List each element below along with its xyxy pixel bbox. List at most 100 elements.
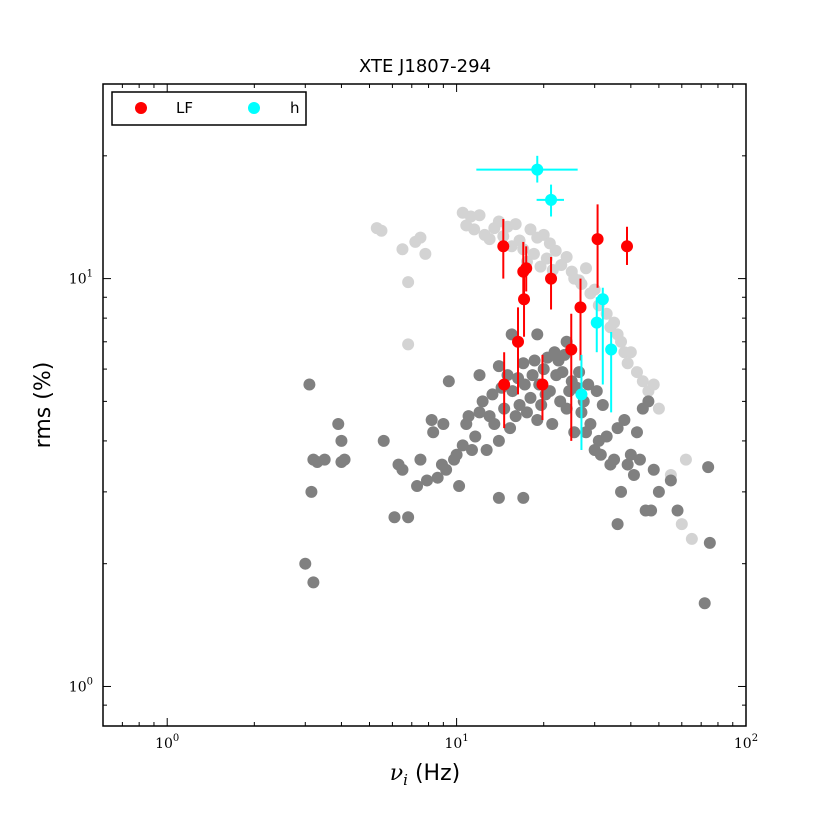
data-point-series-1 — [303, 378, 316, 391]
data-point-series-0 — [685, 532, 698, 545]
data-point-series-1 — [537, 363, 550, 376]
data-point-series-1 — [630, 426, 643, 439]
data-point-series-1 — [517, 357, 530, 370]
data-point-series-0 — [375, 224, 388, 237]
data-point-series-1 — [621, 458, 634, 471]
h-series — [531, 163, 618, 401]
legend: LF h — [111, 91, 307, 126]
lf-data-point — [565, 343, 578, 356]
data-point-series-1 — [480, 443, 493, 456]
data-point-series-1 — [338, 453, 351, 466]
data-point-series-1 — [473, 369, 486, 382]
data-point-series-1 — [437, 418, 450, 431]
data-point-series-1 — [608, 453, 621, 466]
y-axis-label: rms (%) — [31, 362, 56, 449]
data-point-series-1 — [411, 480, 424, 493]
chart-title: XTE J1807-294 — [359, 56, 491, 77]
y-tick-label: 100 — [69, 676, 93, 695]
data-point-series-0 — [647, 378, 660, 391]
x-tick-label-base: 10 — [734, 736, 752, 752]
data-point-series-1 — [469, 430, 482, 443]
data-point-series-1 — [611, 518, 624, 531]
background-series — [299, 206, 716, 610]
data-point-series-1 — [556, 366, 569, 379]
y-tick-label-exp: 0 — [87, 676, 93, 687]
lf-data-point — [512, 335, 525, 348]
h-data-point — [575, 388, 588, 401]
y-tick-label-exp: 1 — [87, 269, 93, 280]
data-point-series-1 — [318, 453, 331, 466]
data-point-series-1 — [560, 402, 573, 415]
data-point-series-1 — [440, 463, 453, 476]
axis-ticks — [102, 83, 746, 727]
data-point-series-1 — [594, 448, 607, 461]
legend-label-h: h — [290, 99, 300, 117]
x-tick-label: 102 — [734, 733, 758, 752]
data-point-series-1 — [664, 474, 677, 487]
data-point-series-1 — [573, 366, 586, 379]
x-axis-subscript: i — [403, 771, 408, 789]
lf-data-point — [574, 301, 587, 314]
data-point-series-0 — [580, 262, 593, 275]
data-point-series-1 — [492, 360, 505, 373]
lf-data-point — [621, 240, 634, 253]
y-tick-label: 101 — [69, 269, 93, 288]
h-data-point — [545, 193, 558, 206]
data-point-series-1 — [615, 485, 628, 498]
data-point-series-0 — [615, 335, 628, 348]
x-axis-label: νi (Hz) — [390, 761, 460, 789]
data-point-series-0 — [468, 223, 481, 236]
data-point-series-1 — [600, 430, 613, 443]
data-point-series-1 — [698, 597, 711, 610]
data-point-series-1 — [531, 328, 544, 341]
x-axis-unit: (Hz) — [408, 761, 460, 786]
data-point-series-0 — [608, 316, 621, 329]
data-point-series-1 — [427, 426, 440, 439]
data-point-series-0 — [540, 252, 553, 265]
data-point-series-0 — [419, 247, 432, 260]
data-point-series-1 — [305, 485, 318, 498]
data-point-series-1 — [590, 385, 603, 398]
data-point-series-0 — [396, 243, 409, 256]
data-point-series-1 — [531, 414, 544, 427]
data-point-series-1 — [645, 504, 658, 517]
data-point-series-1 — [299, 557, 312, 570]
data-point-series-0 — [630, 366, 643, 379]
data-point-series-1 — [671, 504, 684, 517]
data-point-series-0 — [414, 231, 427, 244]
data-point-series-1 — [526, 369, 539, 382]
data-point-series-0 — [509, 218, 522, 231]
lf-data-point — [498, 378, 511, 391]
data-point-series-1 — [332, 418, 345, 431]
h-data-point — [605, 343, 618, 356]
data-point-series-1 — [442, 375, 455, 388]
lf-data-point — [545, 272, 558, 285]
data-point-series-1 — [520, 406, 533, 419]
data-point-series-1 — [624, 448, 637, 461]
data-point-series-1 — [618, 414, 631, 427]
data-point-series-1 — [377, 434, 390, 447]
data-point-series-1 — [642, 395, 655, 408]
data-point-series-1 — [702, 461, 715, 474]
data-point-series-0 — [492, 215, 505, 228]
data-point-series-0 — [679, 453, 692, 466]
data-point-series-0 — [527, 247, 540, 260]
data-point-series-0 — [588, 283, 601, 296]
data-point-series-1 — [431, 471, 444, 484]
data-point-series-1 — [509, 410, 522, 423]
y-tick-label-base: 10 — [69, 272, 87, 288]
data-point-series-1 — [492, 434, 505, 447]
data-point-series-1 — [465, 443, 478, 456]
data-point-series-0 — [675, 518, 688, 531]
data-point-series-0 — [621, 357, 634, 370]
lf-data-point — [591, 233, 604, 246]
data-point-series-0 — [524, 223, 537, 236]
data-point-series-1 — [518, 378, 531, 391]
data-point-series-1 — [524, 391, 537, 404]
data-point-series-1 — [307, 576, 320, 589]
data-point-series-1 — [528, 354, 541, 367]
lf-data-point — [497, 240, 510, 253]
data-point-series-0 — [534, 260, 547, 273]
x-tick-label-exp: 2 — [752, 733, 758, 744]
